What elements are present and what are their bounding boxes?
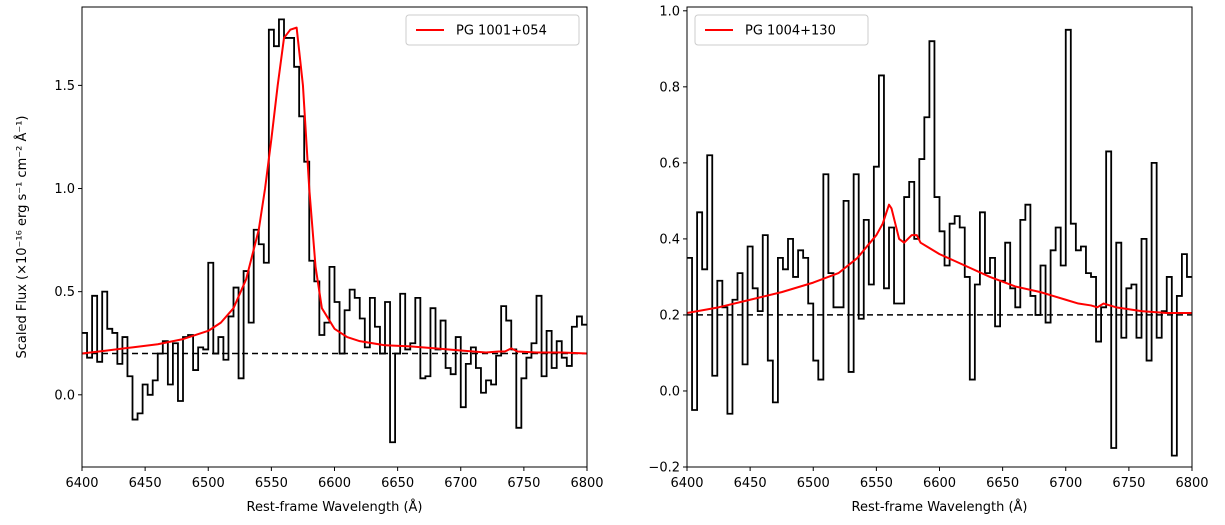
y-axis-label: Scaled Flux (×10⁻¹⁶ erg s⁻¹ cm⁻² Å⁻¹) [14, 116, 30, 359]
observed-spectrum-step [687, 28, 1192, 457]
legend: PG 1001+054 [405, 14, 580, 46]
x-tick-label: 6750 [1112, 476, 1145, 491]
legend-box [694, 14, 869, 46]
x-tick-label: 6600 [923, 476, 956, 491]
x-tick-label: 6450 [129, 476, 162, 491]
legend-label: PG 1001+054 [456, 24, 547, 39]
plot-area [687, 28, 1192, 457]
x-tick-label: 6400 [670, 476, 703, 491]
x-tick-label: 6800 [1175, 476, 1208, 491]
y-tick-label: 0.8 [659, 80, 680, 95]
y-tick-label: 0.5 [54, 285, 75, 300]
y-tick-label: 1.0 [54, 182, 75, 197]
y-tick-label: −0.2 [648, 461, 680, 476]
y-tick-label: 0.0 [54, 388, 75, 403]
observed-spectrum-step [82, 18, 587, 444]
x-axis-label: Rest-frame Wavelength (Å) [247, 499, 423, 515]
x-tick-label: 6400 [65, 476, 98, 491]
model-fit-line [82, 26, 587, 355]
x-tick-label: 6800 [570, 476, 603, 491]
x-tick-label: 6550 [255, 476, 288, 491]
x-tick-label: 6700 [444, 476, 477, 491]
legend-box [405, 14, 580, 46]
axes-frame [81, 6, 588, 468]
right-panel: 6400 6450 6500 6550 6600 6650 6700 6750 6800 −0.2… [648, 4, 1208, 515]
x-tick-label: 6500 [797, 476, 830, 491]
y-tick-label: 1.0 [659, 4, 680, 19]
x-axis-label: Rest-frame Wavelength (Å) [852, 499, 1028, 515]
y-tick-label: 0.2 [659, 308, 680, 323]
x-tick-label: 6700 [1049, 476, 1082, 491]
x-tick-label: 6450 [734, 476, 767, 491]
x-tick-label: 6550 [860, 476, 893, 491]
x-tick-label: 6750 [507, 476, 540, 491]
legend: PG 1004+130 [694, 14, 869, 46]
x-tick-label: 6650 [986, 476, 1019, 491]
model-fit-line [687, 203, 1192, 315]
y-tick-label: 1.5 [54, 79, 75, 94]
plot-area [82, 18, 587, 444]
y-tick-label: 0.6 [659, 156, 680, 171]
legend-label: PG 1004+130 [745, 24, 836, 39]
y-tick-label: 0.4 [659, 232, 680, 247]
left-panel: 6400 6450 6500 6550 6600 6650 6700 6750 6800 0.0 0… [14, 6, 604, 515]
x-tick-label: 6500 [192, 476, 225, 491]
x-tick-label: 6650 [381, 476, 414, 491]
y-tick-label: 0.0 [659, 384, 680, 399]
x-tick-label: 6600 [318, 476, 351, 491]
